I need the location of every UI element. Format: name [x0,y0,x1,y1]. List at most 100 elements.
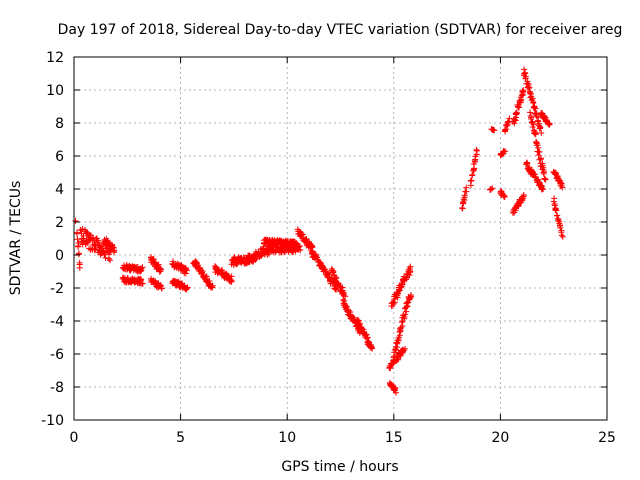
data-point [506,115,513,122]
data-point [532,105,539,112]
data-point [344,308,351,315]
data-point [184,284,191,291]
data-point [535,117,542,124]
data-point [520,191,527,198]
chart-title: Day 197 of 2018, Sidereal Day-to-day VTE… [58,22,623,38]
data-point [354,316,361,323]
data-point [533,142,540,149]
data-point [407,291,414,298]
data-point [403,276,410,283]
data-point [302,236,309,243]
data-point [537,124,544,131]
data-point [233,261,240,268]
data-point [157,281,164,288]
data-point [139,280,146,287]
data-point [473,146,480,153]
data-point [404,299,411,306]
data-point [183,266,190,273]
data-point [516,104,523,111]
data-point [554,212,561,219]
data-point [504,119,511,126]
data-point [102,254,109,261]
data-point [75,251,82,258]
data-point [530,99,537,106]
data-point [530,121,537,128]
x-tick-label: 5 [176,430,185,446]
data-point [469,172,476,179]
data-point [303,235,310,242]
data-point [401,315,408,322]
x-tick-label: 15 [385,430,403,446]
data-point [501,193,508,200]
data-point [541,175,548,182]
grid-lines [74,57,607,420]
data-point [356,320,363,327]
y-tick-label: -4 [50,314,64,330]
data-point [309,248,316,255]
data-point [74,236,81,243]
data-point [522,70,529,77]
data-point [535,120,542,127]
data-point [551,202,558,209]
data-point [75,240,82,247]
data-point [157,265,164,272]
data-point [473,147,480,154]
x-axis-label: GPS time / hours [281,459,398,475]
data-point [557,224,564,231]
data-point [390,354,397,361]
data-point [199,268,206,275]
data-point [538,155,545,162]
data-point [499,151,506,158]
data-point [520,87,527,94]
data-point [529,123,536,130]
data-point [532,173,539,180]
data-point [330,268,337,275]
data-point [540,186,547,193]
data-point [527,109,534,116]
y-tick-label: 10 [46,83,64,99]
data-point [342,293,349,300]
data-point [396,287,403,294]
y-tick-label: -6 [50,347,64,363]
data-point [535,152,542,159]
data-point [325,270,332,277]
data-point [531,104,538,111]
data-point [368,344,375,351]
data-point [72,217,79,224]
data-point [391,299,398,306]
data-point [264,251,271,258]
data-point [205,279,212,286]
data-point [491,127,498,134]
data-point [503,122,510,129]
y-tick-label: -2 [50,281,64,297]
data-point [532,131,539,138]
data-points [72,66,566,396]
data-point [107,257,114,264]
data-point [297,247,304,254]
data-point [95,237,102,244]
data-point [157,266,164,273]
y-tick-label: 0 [55,248,64,264]
data-point [398,319,405,326]
data-point [111,249,118,256]
data-point [295,246,302,253]
x-tick-label: 25 [598,430,616,446]
data-point [461,192,468,199]
data-point [257,253,264,260]
data-point [502,148,509,155]
data-point [369,345,376,352]
data-point [546,120,553,127]
data-point [183,285,190,292]
plot-frame [73,56,608,421]
data-point [559,233,566,240]
data-point [513,109,520,116]
data-point [139,264,146,271]
data-point [407,268,414,275]
data-point [183,267,190,274]
data-point [536,148,543,155]
data-point [106,251,113,258]
data-point [387,365,394,372]
data-point [523,160,530,167]
y-tick-label: -8 [50,380,64,396]
y-tick-label: 8 [55,116,64,132]
